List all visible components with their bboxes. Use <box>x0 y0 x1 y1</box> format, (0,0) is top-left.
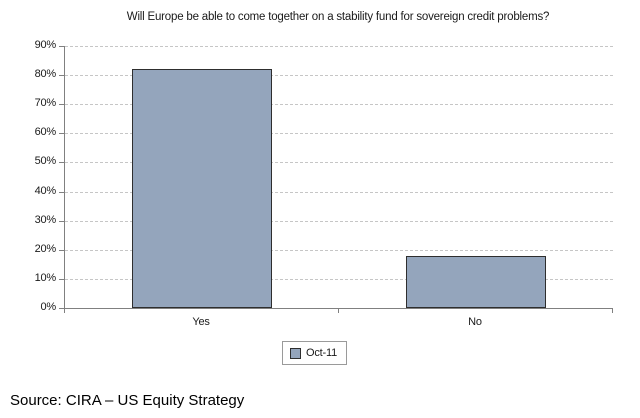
x-axis-label-no: No <box>468 316 482 328</box>
gridline-30% <box>65 220 613 222</box>
y-axis-tick-label: 40% <box>34 184 57 197</box>
plot-area <box>64 46 613 309</box>
x-axis-label-yes: Yes <box>192 316 210 328</box>
gridline-90% <box>65 46 613 47</box>
gridline-40% <box>65 191 613 193</box>
bar-yes <box>132 69 272 308</box>
y-axis-tick-mark <box>59 162 64 164</box>
y-axis-tick-label: 50% <box>34 155 57 168</box>
y-axis-tick-label: 90% <box>34 39 57 51</box>
gridline-10% <box>65 278 613 280</box>
y-axis-tick-label: 30% <box>34 213 57 226</box>
y-axis-tick-mark <box>59 220 64 222</box>
y-axis-tick-label: 60% <box>34 126 57 139</box>
gridline-50% <box>65 162 613 164</box>
y-axis-tick-mark <box>59 191 64 193</box>
y-axis-tick-mark <box>59 278 64 280</box>
x-axis-tick-mark <box>64 309 65 313</box>
y-axis-tick-mark <box>59 104 64 106</box>
x-axis-tick-mark <box>338 309 339 313</box>
y-axis-tick-label: 10% <box>34 271 57 284</box>
gridline-80% <box>65 75 613 77</box>
y-axis-tick-label: 20% <box>34 242 57 255</box>
y-axis-tick-mark <box>59 75 64 77</box>
bar-no <box>406 255 546 308</box>
y-axis-tick-mark <box>59 308 64 309</box>
y-axis-tick-mark <box>59 249 64 251</box>
chart-title: Will Europe be able to come together on … <box>126 11 550 23</box>
y-axis-tick-label: 70% <box>34 97 57 110</box>
y-axis-tick-mark <box>59 46 64 47</box>
y-axis-tick-label: 0% <box>40 301 57 313</box>
gridline-60% <box>65 133 613 135</box>
y-axis-tick-mark <box>59 133 64 135</box>
legend: Oct-11 <box>282 341 347 365</box>
source-text: Source: CIRA – US Equity Strategy <box>10 392 245 409</box>
y-axis-tick-label: 80% <box>34 68 57 81</box>
gridline-70% <box>65 104 613 106</box>
legend-series-label: Oct-11 <box>306 347 337 359</box>
legend-marker-icon <box>290 347 301 359</box>
x-axis-tick-mark <box>612 309 613 313</box>
gridline-20% <box>65 249 613 251</box>
